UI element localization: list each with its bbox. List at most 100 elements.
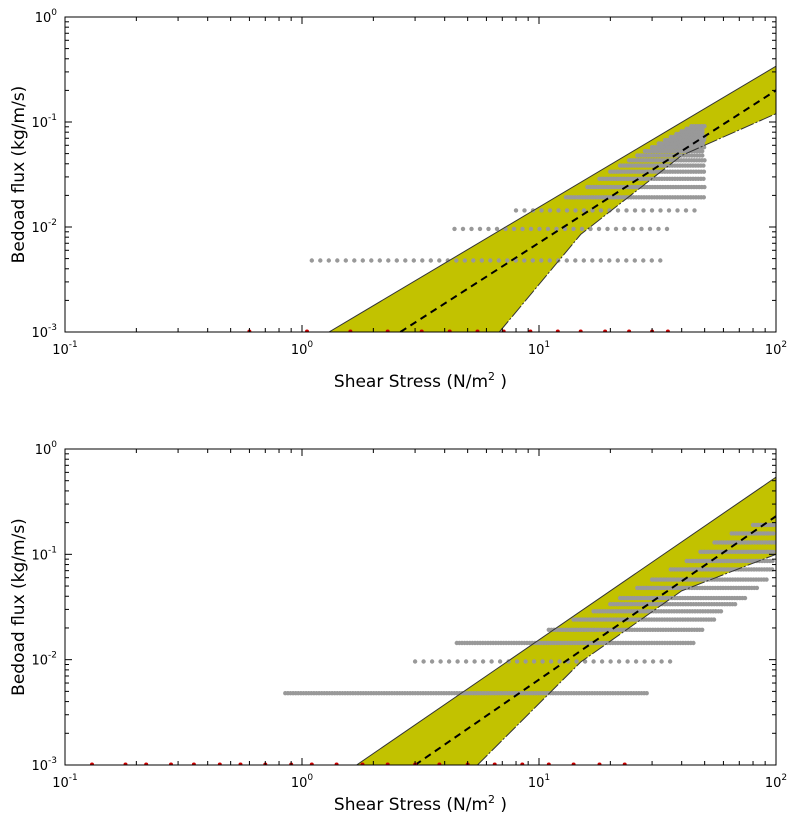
observed-point [438,659,443,664]
observed-point [477,226,483,232]
y-tick-label: 10-2 [31,651,57,669]
y-tick-base: 10 [31,654,48,669]
y-tick-label: 100 [35,440,58,458]
observed-point [486,226,491,232]
x-tick-label: 100 [291,340,314,358]
observed-point [479,258,484,263]
zero-flux-point [90,762,94,765]
observed-point [639,226,644,232]
y-tick-exp: 0 [51,8,57,18]
observed-point [537,226,542,232]
observed-point [564,208,570,213]
zero-flux-point [528,329,533,332]
y-tick-label: 10-1 [31,113,57,131]
observed-point [641,258,646,263]
observed-point [403,258,408,263]
zero-flux-point [169,762,173,765]
y-tick-exp: -1 [48,545,57,555]
band-upper-edge [356,476,776,765]
observed-point [494,226,500,232]
zero-flux-point [238,762,243,765]
zero-flux-point [627,329,632,332]
observed-point [497,659,503,664]
x-axis-label-suffix: ) [495,795,507,815]
observed-point [701,195,706,200]
observed-point [377,258,382,263]
observed-point [700,153,705,158]
observed-point [557,659,562,664]
observed-point [429,659,435,664]
x-tick-base: 10 [291,343,308,358]
observed-point [701,176,706,181]
observed-point [556,208,561,213]
observed-point [496,258,501,263]
observed-point [469,226,474,232]
band-upper-edge [328,65,776,332]
x-tick-label: 101 [528,773,550,791]
observed-point [574,659,579,664]
x-tick-label: 10-1 [52,340,78,358]
y-tick-exp: 0 [51,440,57,450]
observed-point [326,258,331,263]
x-tick-label: 100 [291,773,314,791]
observed-point [573,208,578,213]
observed-point [488,258,493,263]
observed-point [599,659,605,664]
observed-point [701,169,707,174]
observed-point [650,659,656,664]
observed-point [607,258,612,263]
observed-point [460,226,466,232]
observed-point [531,659,537,664]
observed-point [394,258,399,263]
observed-point [539,208,544,213]
observed-point [683,208,689,213]
zero-flux-point [123,762,128,765]
observed-point [771,531,776,536]
y-tick-base: 10 [31,759,48,774]
observed-point [548,659,554,664]
y-tick-base: 10 [31,548,48,563]
zero-flux-point [334,762,339,765]
observed-point [590,208,595,213]
observed-point [579,226,585,232]
observed-point [624,258,629,263]
observed-point [480,659,486,664]
zero-flux-point [597,762,602,765]
observed-point [633,659,639,664]
zero-flux-point [309,762,314,765]
ticks [64,449,776,766]
y-tick-base: 10 [35,443,52,458]
x-axis-label: Shear Stress (N/m2 ) [334,370,507,392]
observed-point [659,659,664,664]
y-tick-exp: -1 [48,113,57,123]
x-tick-exp: 0 [307,773,313,783]
observed-point [702,184,707,190]
observed-point [700,148,705,154]
band-lower-edge [477,553,776,765]
observed-point [547,258,552,263]
observed-point [632,258,637,263]
observed-point [471,258,476,263]
observed-point [343,258,348,263]
x-tick-exp: 2 [781,773,787,783]
y-tick-base: 10 [31,116,48,131]
observed-point [554,226,559,232]
observed-point [547,208,553,213]
observed-point [771,549,776,554]
observed-point [522,208,527,213]
zero-flux-point [437,762,442,765]
observed-point [420,258,425,263]
observed-point [642,659,647,664]
observed-point [702,158,707,163]
observed-point [608,659,613,664]
zero-flux-point [385,762,390,765]
zero-flux-point [305,329,309,332]
y-tick-base: 10 [35,11,52,26]
observed-point [522,258,527,263]
zero-flux-point [578,329,583,332]
observed-point [411,258,416,263]
observed-point [437,258,442,263]
observed-point [641,208,646,213]
observed-point [454,258,459,263]
